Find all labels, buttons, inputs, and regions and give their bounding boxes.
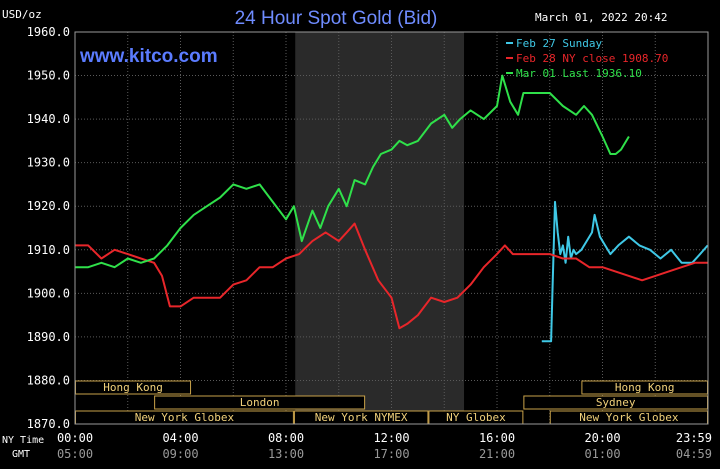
series-line-1	[541, 200, 709, 343]
session-label: London	[240, 396, 280, 409]
y-tick-label: 1940.0	[27, 112, 70, 126]
y-tick-label: 1950.0	[27, 69, 70, 83]
x-tick-label-gmt: 13:00	[268, 447, 304, 461]
session-label: New York Globex	[579, 411, 679, 424]
x-tick-label-ny: 16:00	[479, 431, 515, 445]
y-axis-unit-label: USD/oz	[2, 8, 42, 21]
y-axis: 1960.0 1950.0 1940.0 1930.0 1920.0 1910.0 1900…	[27, 25, 70, 431]
ny-time-row-label: NY Time	[2, 435, 44, 446]
x-tick-label-gmt: 05:00	[57, 447, 93, 461]
watermark: www.kitco.com	[79, 46, 218, 67]
x-tick-label-ny: 00:00	[57, 431, 93, 445]
y-tick-label: 1930.0	[27, 156, 70, 170]
legend: Feb 27 Sunday Feb 28 NY close 1908.70 Mar …	[506, 37, 668, 80]
y-tick-label: 1880.0	[27, 373, 70, 387]
plot-frame	[74, 31, 709, 425]
market-sessions: Hong Kong London New York Globex New York N…	[75, 380, 709, 425]
series-line-2	[75, 222, 708, 330]
x-tick-label-gmt: 04:59	[676, 447, 712, 461]
chart-timestamp: March 01, 2022 20:42	[535, 11, 667, 24]
gmt-row-label: GMT	[12, 449, 30, 460]
legend-label: Feb 28 NY close 1908.70	[516, 52, 668, 65]
y-tick-label: 1960.0	[27, 25, 70, 39]
x-tick-label-gmt: 21:00	[479, 447, 515, 461]
legend-label: Feb 27 Sunday	[516, 37, 602, 50]
session-label: Hong Kong	[615, 381, 675, 394]
x-tick-label-ny: 12:00	[373, 431, 409, 445]
chart-title: 24 Hour Spot Gold (Bid)	[235, 8, 438, 29]
session-label: Hong Kong	[103, 381, 163, 394]
x-tick-label-ny: 20:00	[584, 431, 620, 445]
session-label: New York Globex	[135, 411, 235, 424]
nymex-shaded-region	[295, 32, 465, 424]
x-tick-label-ny: 08:00	[268, 431, 304, 445]
y-tick-label: 1870.0	[27, 417, 70, 431]
y-tick-label: 1890.0	[27, 330, 70, 344]
y-tick-label: 1920.0	[27, 199, 70, 213]
x-tick-label-gmt: 17:00	[373, 447, 409, 461]
session-label: NY Globex	[446, 411, 506, 424]
x-tick-label-ny: 04:00	[162, 431, 198, 445]
series-lines	[75, 74, 709, 343]
y-tick-label: 1900.0	[27, 286, 70, 300]
session-label: New York NYMEX	[315, 411, 408, 424]
series-line-3	[75, 74, 630, 269]
x-tick-label-gmt: 01:00	[584, 447, 620, 461]
legend-label: Mar 01 Last 1936.10	[516, 67, 642, 80]
x-tick-label-gmt: 09:00	[162, 447, 198, 461]
session-label: Sydney	[596, 396, 636, 409]
session-box	[154, 395, 366, 410]
x-axis: 00:00 04:00 08:00 12:00 16:00 20:00 23:59 05:00…	[57, 431, 712, 461]
x-tick-label-ny: 23:59	[676, 431, 712, 445]
y-tick-label: 1910.0	[27, 243, 70, 257]
